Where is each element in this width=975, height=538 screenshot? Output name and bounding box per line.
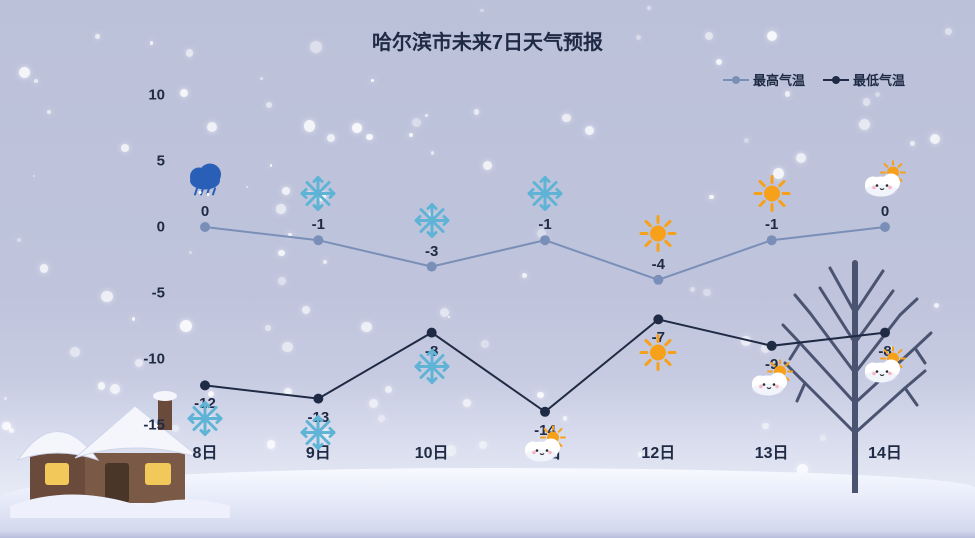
sleet-icon	[185, 161, 225, 206]
partly-icon	[860, 346, 910, 391]
snow-icon	[185, 399, 225, 444]
y-tick-label: 5	[115, 153, 165, 170]
sun-icon	[638, 333, 678, 378]
snow-icon	[412, 346, 452, 391]
data-label-high: -3	[425, 243, 438, 260]
weather-forecast-chart: 哈尔滨市未来7日天气预报 最高气温 最低气温 -15-10-505108日9日1…	[0, 0, 975, 538]
x-tick-label: 14日	[868, 439, 902, 463]
partly-icon	[860, 161, 910, 206]
sun-icon	[752, 174, 792, 219]
snow-icon	[525, 174, 565, 219]
data-label-high: 0	[201, 203, 209, 220]
data-label-high: -1	[538, 216, 551, 233]
x-tick-label: 12日	[641, 439, 675, 463]
partly-icon	[747, 359, 797, 404]
y-tick-label: -5	[115, 285, 165, 302]
partly-icon	[520, 425, 570, 470]
snow-icon	[298, 412, 338, 457]
data-label-high: -1	[312, 216, 325, 233]
y-tick-label: 10	[115, 87, 165, 104]
y-tick-label: -15	[115, 417, 165, 434]
data-label-high: -4	[652, 256, 665, 273]
snow-icon	[298, 174, 338, 219]
line-chart	[0, 0, 975, 538]
snow-icon	[412, 200, 452, 245]
data-label-high: 0	[881, 203, 889, 220]
y-tick-label: 0	[115, 219, 165, 236]
x-tick-label: 13日	[755, 439, 789, 463]
sun-icon	[638, 213, 678, 258]
x-tick-label: 10日	[415, 439, 449, 463]
y-tick-label: -10	[115, 351, 165, 368]
data-label-high: -1	[765, 216, 778, 233]
